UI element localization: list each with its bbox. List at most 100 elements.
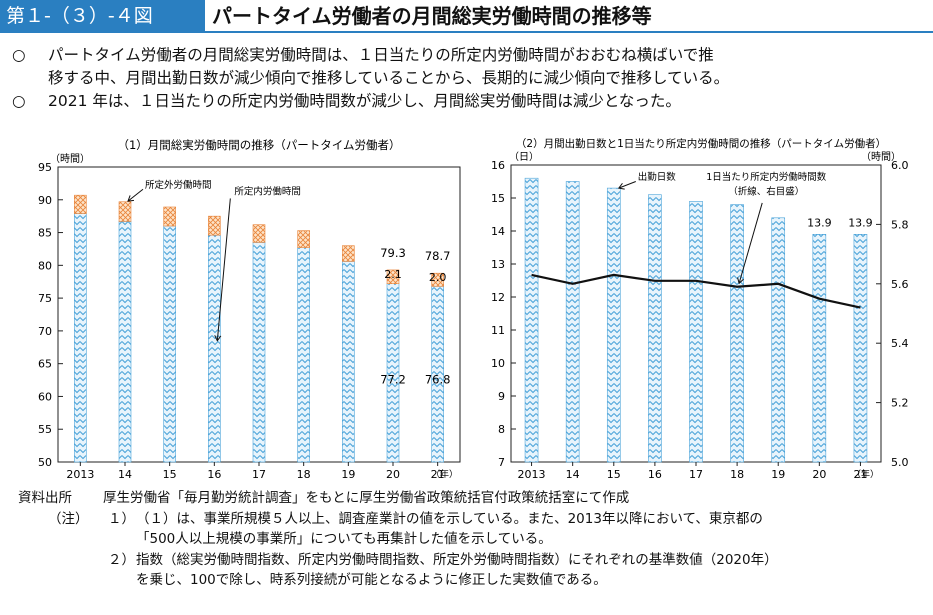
bar-attendance-days	[771, 217, 786, 463]
bullet-icon: ○	[12, 46, 26, 64]
data-label-overtime: 2.0	[429, 271, 447, 284]
annotation-scheduled-arrow	[216, 198, 231, 341]
y-tick-label-left: 9	[498, 390, 505, 403]
header-underline	[205, 31, 933, 33]
note-label: （注）	[48, 510, 89, 527]
bar-scheduled-hours	[252, 242, 266, 463]
y-tick-label: 55	[38, 423, 52, 436]
x-tick-label: 18	[297, 468, 311, 481]
x-axis-unit: （年）	[852, 468, 879, 480]
source-label: 資料出所	[18, 490, 72, 506]
chart-days-and-hours-svg: （2）月間出勤日数と1日当たり所定内労働時間の推移（パートタイム労働者）（日） （…	[491, 137, 909, 481]
y-tick-label-left: 15	[491, 192, 505, 205]
annotation-hours-per-day: 1日当たり所定内労働時間数	[706, 171, 827, 183]
x-tick-label: 2013	[518, 468, 546, 481]
y-tick-label: 95	[38, 161, 52, 174]
bar-attendance-days	[648, 194, 662, 463]
y-tick-label-left: 12	[491, 291, 505, 304]
bar-attendance-days	[524, 177, 539, 463]
data-label-scheduled: 77.2	[380, 372, 406, 386]
bar-attendance-days	[689, 201, 703, 463]
x-tick-label: 19	[771, 468, 785, 481]
figure-id: 第１-（３）-４図	[0, 0, 205, 33]
x-tick-label: 18	[730, 468, 744, 481]
annotation-hours-arrow	[738, 202, 763, 284]
annotation-scheduled: 所定内労働時間	[234, 186, 301, 198]
note1-line1: （１）は、事業所規模５人以上、調査産業計の値を示している。また、2013年以降に…	[136, 510, 763, 527]
x-tick-label: 14	[566, 468, 580, 481]
y-tick-label-left: 11	[491, 324, 505, 337]
note2-line1: 指数（総実労働時間指数、所定内労働時間指数、所定外労働時間指数）にそれぞれの基準…	[136, 551, 778, 568]
bar-overtime-hours	[163, 206, 176, 227]
y-tick-label-left: 13	[491, 258, 505, 271]
bar-attendance-days	[730, 204, 744, 463]
bar-scheduled-hours	[163, 225, 176, 463]
bar-attendance-days	[812, 234, 827, 463]
y-tick-label: 85	[38, 227, 52, 240]
y-tick-label-right: 5.8	[891, 218, 909, 231]
annotation-overtime: 所定外労働時間	[145, 179, 212, 191]
bar-overtime-hours	[74, 194, 87, 214]
bar-overtime-hours	[208, 215, 221, 236]
summary: ○ パートタイム労働者の月間総実労働時間は、１日当たりの所定内労働時間がおおむね…	[12, 44, 922, 113]
x-tick-label: 20	[812, 468, 826, 481]
x-tick-label: 20	[386, 468, 400, 481]
data-label-total: 79.3	[380, 246, 406, 260]
bar-overtime-hours	[252, 224, 266, 243]
summary-point-1: ○ パートタイム労働者の月間総実労働時間は、１日当たりの所定内労働時間がおおむね…	[12, 44, 922, 67]
annotation-overtime-arrow-head	[127, 195, 135, 202]
y-tick-label: 80	[38, 259, 52, 272]
bar-overtime-hours	[297, 230, 310, 248]
summary-point-2: ○ 2021 年は、１日当たりの所定内労働時間数が減少し、月間総実労働時間は減少…	[12, 90, 922, 113]
summary-line-3: 2021 年は、１日当たりの所定内労働時間数が減少し、月間総実労働時間は減少とな…	[48, 92, 681, 110]
x-tick-label: 17	[689, 468, 703, 481]
bar-overtime-hours	[342, 245, 355, 262]
figure-title: パートタイム労働者の月間総実労働時間の推移等	[212, 4, 652, 28]
figure-header: 第１-（３）-４図 パートタイム労働者の月間総実労働時間の推移等	[0, 0, 933, 33]
annotation-days-arrow-head	[617, 183, 625, 190]
y-tick-label-right: 6.0	[891, 159, 909, 172]
bar-overtime-hours	[386, 269, 400, 284]
bar-scheduled-hours	[118, 221, 132, 463]
x-axis-unit: （年）	[431, 468, 458, 480]
x-tick-label: 15	[607, 468, 621, 481]
summary-line-1: パートタイム労働者の月間総実労働時間は、１日当たりの所定内労働時間がおおむね横ば…	[48, 46, 714, 64]
data-label-overtime: 2.1	[384, 268, 402, 281]
summary-line-2: 移する中、月間出勤日数が減少傾向で推移していることから、長期的に減少傾向で推移し…	[48, 69, 730, 87]
x-tick-label: 17	[252, 468, 266, 481]
y-tick-label-left: 8	[498, 423, 505, 436]
y-tick-label-left: 10	[491, 357, 505, 370]
bar-attendance-days	[565, 181, 580, 463]
x-tick-label: 16	[648, 468, 662, 481]
y-axis-label: （時間）	[50, 153, 90, 165]
y-tick-label-right: 5.0	[891, 456, 909, 469]
bar-scheduled-hours	[342, 261, 355, 463]
chart-title: （2）月間出勤日数と1日当たり所定内労働時間の推移（パートタイム労働者）	[516, 137, 886, 150]
y-tick-label: 65	[38, 358, 52, 371]
note1-number: １）	[108, 510, 135, 527]
x-tick-label: 14	[118, 468, 132, 481]
y-axis-label-left: （日）	[509, 151, 539, 163]
x-tick-label: 16	[207, 468, 221, 481]
chart-days-and-hours: （2）月間出勤日数と1日当たり所定内労働時間の推移（パートタイム労働者） （日） （…	[476, 130, 933, 485]
bar-scheduled-hours	[208, 234, 221, 463]
y-tick-label: 75	[38, 292, 52, 305]
y-tick-label-left: 7	[498, 456, 505, 469]
y-axis-label-right: （時間）	[861, 151, 901, 163]
annotation-overtime-arrow	[127, 188, 144, 202]
annotation-days-arrow	[618, 181, 636, 189]
y-tick-label-left: 14	[491, 225, 505, 238]
bar-attendance-days	[853, 234, 868, 463]
line-hours-per-day	[531, 273, 861, 309]
annotation-days: 出勤日数	[638, 171, 677, 183]
bar-overtime-hours	[431, 272, 444, 287]
chart-monthly-hours-svg: （1）月間総実労働時間の推移（パートタイム労働者） （時間） 50 55 60 65 70 7…	[38, 138, 461, 481]
y-tick-label-right: 5.2	[891, 397, 909, 410]
chart-title: （1）月間総実労働時間の推移（パートタイム労働者）	[117, 138, 400, 152]
y-tick-label: 50	[38, 456, 52, 469]
y-tick-label: 90	[38, 194, 52, 207]
annotation-scheduled-arrow-head	[214, 335, 222, 342]
source-text: 厚生労働省「毎月勤労統計調査」をもとに厚生労働省政策統括官付政策統括室にて作成	[103, 490, 630, 506]
data-label-days: 13.9	[807, 216, 832, 229]
bar-overtime-hours	[118, 201, 132, 222]
